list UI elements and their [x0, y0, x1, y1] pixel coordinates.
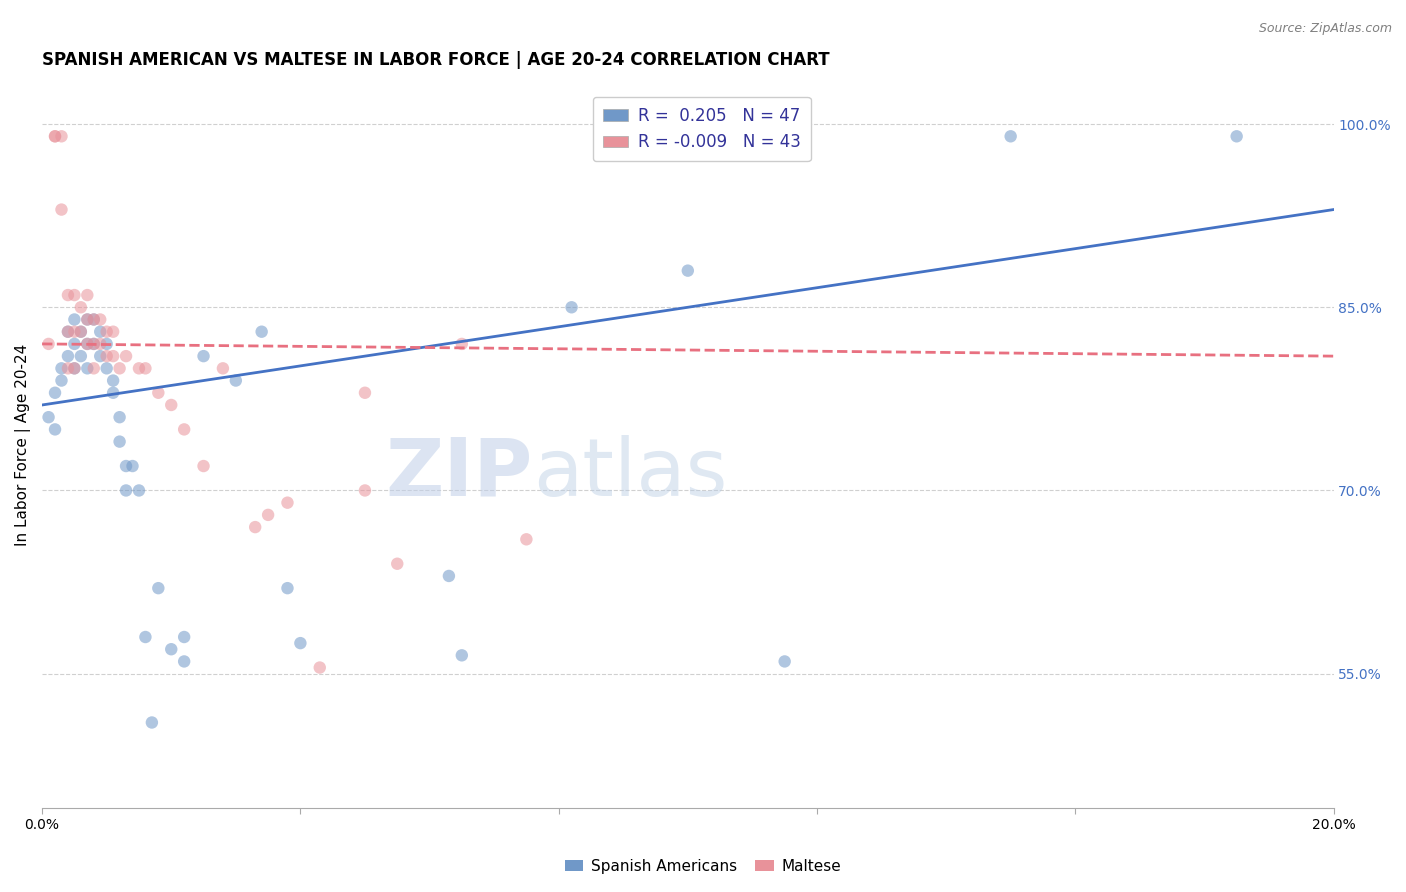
- Legend: R =  0.205   N = 47, R = -0.009   N = 43: R = 0.205 N = 47, R = -0.009 N = 43: [593, 97, 811, 161]
- Point: [276, 496, 298, 510]
- Point: [193, 349, 215, 363]
- Point: [76, 312, 98, 326]
- Point: [250, 325, 273, 339]
- Point: [173, 655, 195, 669]
- Point: [96, 361, 118, 376]
- Point: [44, 129, 66, 144]
- Legend: Spanish Americans, Maltese: Spanish Americans, Maltese: [558, 853, 848, 880]
- Point: [101, 374, 124, 388]
- Point: [121, 458, 143, 473]
- Point: [128, 483, 150, 498]
- Point: [160, 398, 183, 412]
- Point: [83, 312, 105, 326]
- Text: atlas: atlas: [533, 434, 727, 513]
- Point: [83, 312, 105, 326]
- Point: [773, 655, 796, 669]
- Point: [83, 337, 105, 351]
- Point: [115, 349, 138, 363]
- Point: [141, 715, 163, 730]
- Point: [96, 325, 118, 339]
- Point: [515, 533, 537, 547]
- Point: [56, 325, 79, 339]
- Point: [76, 337, 98, 351]
- Point: [63, 325, 86, 339]
- Point: [44, 422, 66, 436]
- Point: [148, 385, 170, 400]
- Point: [63, 312, 86, 326]
- Point: [89, 325, 111, 339]
- Point: [134, 630, 156, 644]
- Point: [76, 337, 98, 351]
- Point: [115, 458, 138, 473]
- Text: Source: ZipAtlas.com: Source: ZipAtlas.com: [1258, 22, 1392, 36]
- Point: [70, 325, 93, 339]
- Point: [70, 300, 93, 314]
- Point: [276, 581, 298, 595]
- Point: [51, 129, 73, 144]
- Point: [76, 361, 98, 376]
- Point: [1226, 129, 1249, 144]
- Point: [108, 410, 131, 425]
- Point: [56, 288, 79, 302]
- Point: [1000, 129, 1022, 144]
- Point: [212, 361, 235, 376]
- Point: [676, 263, 699, 277]
- Point: [63, 361, 86, 376]
- Point: [96, 349, 118, 363]
- Point: [83, 361, 105, 376]
- Point: [56, 325, 79, 339]
- Point: [70, 349, 93, 363]
- Y-axis label: In Labor Force | Age 20-24: In Labor Force | Age 20-24: [15, 343, 31, 546]
- Point: [148, 581, 170, 595]
- Point: [437, 569, 460, 583]
- Point: [89, 337, 111, 351]
- Point: [51, 361, 73, 376]
- Point: [63, 361, 86, 376]
- Point: [257, 508, 280, 522]
- Point: [51, 202, 73, 217]
- Point: [108, 361, 131, 376]
- Point: [101, 325, 124, 339]
- Point: [44, 129, 66, 144]
- Point: [115, 483, 138, 498]
- Point: [225, 374, 247, 388]
- Point: [96, 337, 118, 351]
- Point: [108, 434, 131, 449]
- Text: SPANISH AMERICAN VS MALTESE IN LABOR FORCE | AGE 20-24 CORRELATION CHART: SPANISH AMERICAN VS MALTESE IN LABOR FOR…: [42, 51, 830, 69]
- Point: [160, 642, 183, 657]
- Point: [63, 337, 86, 351]
- Point: [38, 410, 60, 425]
- Point: [450, 648, 472, 663]
- Point: [83, 337, 105, 351]
- Point: [561, 300, 583, 314]
- Point: [290, 636, 312, 650]
- Point: [354, 483, 377, 498]
- Point: [70, 325, 93, 339]
- Point: [76, 312, 98, 326]
- Point: [63, 288, 86, 302]
- Point: [89, 312, 111, 326]
- Point: [128, 361, 150, 376]
- Point: [173, 422, 195, 436]
- Point: [101, 349, 124, 363]
- Point: [245, 520, 267, 534]
- Text: ZIP: ZIP: [385, 434, 533, 513]
- Point: [354, 385, 377, 400]
- Point: [89, 349, 111, 363]
- Point: [450, 337, 472, 351]
- Point: [51, 374, 73, 388]
- Point: [101, 385, 124, 400]
- Point: [173, 630, 195, 644]
- Point: [387, 557, 409, 571]
- Point: [56, 349, 79, 363]
- Point: [38, 337, 60, 351]
- Point: [44, 385, 66, 400]
- Point: [76, 288, 98, 302]
- Point: [193, 458, 215, 473]
- Point: [134, 361, 156, 376]
- Point: [308, 660, 330, 674]
- Point: [56, 361, 79, 376]
